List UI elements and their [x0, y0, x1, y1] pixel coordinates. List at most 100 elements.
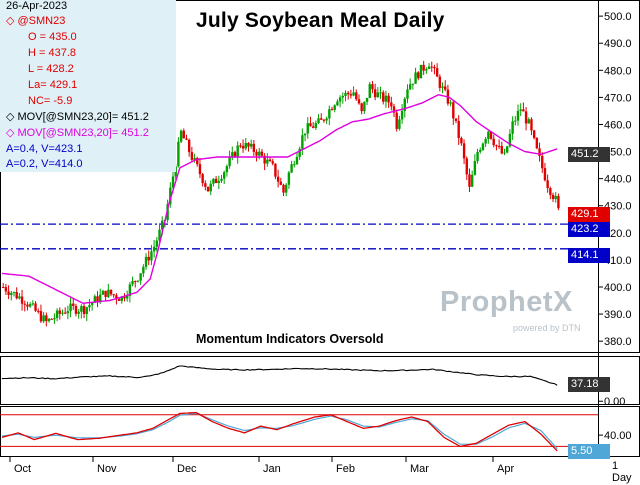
candle-body [142, 266, 145, 274]
chart-title: July Soybean Meal Daily [196, 9, 445, 32]
candle-body [185, 138, 188, 140]
candle-body [293, 164, 296, 166]
candle-body [487, 131, 490, 139]
price-tick-label: 470.0 [604, 92, 632, 104]
candle-body [497, 146, 501, 148]
candle-body [503, 152, 506, 154]
candle-body [206, 186, 210, 192]
candle-body [241, 145, 245, 149]
candle-body [152, 246, 156, 252]
candle-body [532, 130, 536, 138]
panel1-tick-label: 0.00 [604, 396, 625, 408]
candle-body [444, 86, 447, 90]
candle-body [128, 284, 132, 296]
legend-high: H = 437.8 [28, 47, 77, 59]
candle-body [541, 155, 544, 169]
candle-body [223, 172, 226, 179]
candle-body [301, 135, 304, 149]
candle-body [99, 294, 102, 303]
candle-body [406, 89, 409, 99]
candle-body [519, 109, 522, 111]
candle-body [177, 141, 180, 167]
candle-body [462, 143, 466, 159]
candle-body [10, 293, 13, 295]
candle-body [104, 290, 107, 297]
candle-body [274, 163, 277, 177]
candle-body [516, 110, 520, 121]
candle-body [233, 152, 237, 157]
legend-low: L = 428.2 [28, 63, 74, 75]
candle-body [468, 174, 471, 187]
candle-body [530, 119, 533, 131]
candle-body [158, 229, 161, 241]
candle-body [53, 318, 56, 320]
candle-body [495, 145, 498, 147]
candle-body [225, 166, 229, 173]
candle-body [414, 72, 417, 84]
candle-body [18, 296, 21, 299]
momentum-line [1, 365, 558, 386]
candle-body [55, 310, 59, 319]
candle-body [169, 187, 172, 205]
candle-body [72, 303, 75, 306]
candle-body [395, 112, 398, 129]
candle-body [514, 120, 517, 122]
candle-body [252, 143, 256, 152]
candle-body [263, 155, 266, 164]
candle-body [430, 66, 433, 68]
candle-body [417, 72, 420, 79]
candle-body [473, 161, 477, 175]
candle-body [422, 64, 425, 71]
candle-body [287, 172, 291, 185]
candle-body [479, 149, 482, 152]
candle-body [26, 304, 29, 307]
legend-symbol: ◇ @SMN23 [6, 15, 66, 27]
month-label: Mar [410, 463, 429, 475]
candle-body [341, 96, 344, 98]
price-tick-label: 490.0 [604, 38, 632, 50]
watermark-sub: powered by DTN [513, 323, 581, 333]
candle-body [182, 130, 185, 139]
candle-body [61, 312, 64, 314]
candle-body [90, 302, 94, 306]
period-label[interactable]: 1 Day [612, 460, 632, 484]
candle-body [543, 168, 547, 181]
candle-body [382, 92, 385, 102]
panel2-frame [0, 406, 640, 457]
candle-body [34, 303, 37, 311]
candle-body [50, 318, 53, 320]
legend-open: O = 435.0 [28, 31, 77, 43]
candle-body [427, 66, 431, 70]
candle-body [298, 148, 301, 157]
candle-body [236, 145, 239, 157]
watermark-brand: ProphetX [440, 286, 573, 318]
candle-body [522, 109, 525, 112]
candle-body [196, 157, 199, 165]
candle-body [538, 148, 541, 156]
candle-body [80, 306, 83, 312]
legend-last: La= 429.1 [28, 79, 78, 91]
candle-body [45, 315, 48, 322]
candle-body [419, 64, 423, 79]
candle-body [249, 143, 253, 147]
candle-body [214, 178, 218, 183]
candle-body [266, 159, 269, 164]
candle-body [311, 126, 315, 128]
candle-body [239, 145, 242, 147]
candle-body [390, 102, 393, 107]
candle-body [77, 311, 80, 314]
candle-body [244, 142, 247, 149]
candle-body [411, 83, 415, 85]
candle-body [425, 69, 428, 71]
candle-body [190, 152, 194, 160]
candle-body [201, 174, 204, 184]
candle-body [147, 256, 150, 261]
candle-body [435, 68, 439, 77]
candle-body [228, 157, 231, 167]
candle-body [306, 123, 309, 134]
candle-body [357, 99, 361, 104]
panel1-value-tag: 37.18 [568, 377, 610, 392]
candle-body [171, 176, 175, 188]
month-label: Nov [97, 463, 117, 475]
legend-mov-black: ◇ MOV[@SMN23,20]= 451.2 [6, 111, 149, 123]
